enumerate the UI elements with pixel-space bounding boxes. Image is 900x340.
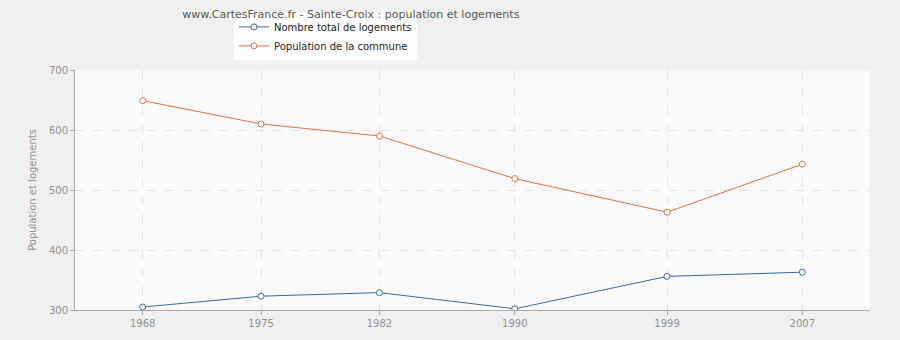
svg-text:www.CartesFrance.fr - Sainte-C: www.CartesFrance.fr - Sainte-Croix : pop… (182, 8, 519, 21)
svg-text:1968: 1968 (130, 318, 155, 329)
svg-text:Population de la commune: Population de la commune (274, 41, 407, 52)
svg-text:1975: 1975 (248, 318, 273, 329)
svg-text:300: 300 (49, 305, 68, 316)
svg-text:1990: 1990 (502, 318, 527, 329)
svg-text:Population et logements: Population et logements (27, 129, 38, 251)
svg-text:2007: 2007 (790, 318, 815, 329)
svg-text:1982: 1982 (367, 318, 392, 329)
svg-text:Nombre total de logements: Nombre total de logements (274, 22, 411, 33)
svg-text:700: 700 (49, 65, 68, 76)
svg-text:1999: 1999 (654, 318, 679, 329)
svg-text:500: 500 (49, 185, 68, 196)
svg-text:400: 400 (49, 245, 68, 256)
svg-text:600: 600 (49, 125, 68, 136)
